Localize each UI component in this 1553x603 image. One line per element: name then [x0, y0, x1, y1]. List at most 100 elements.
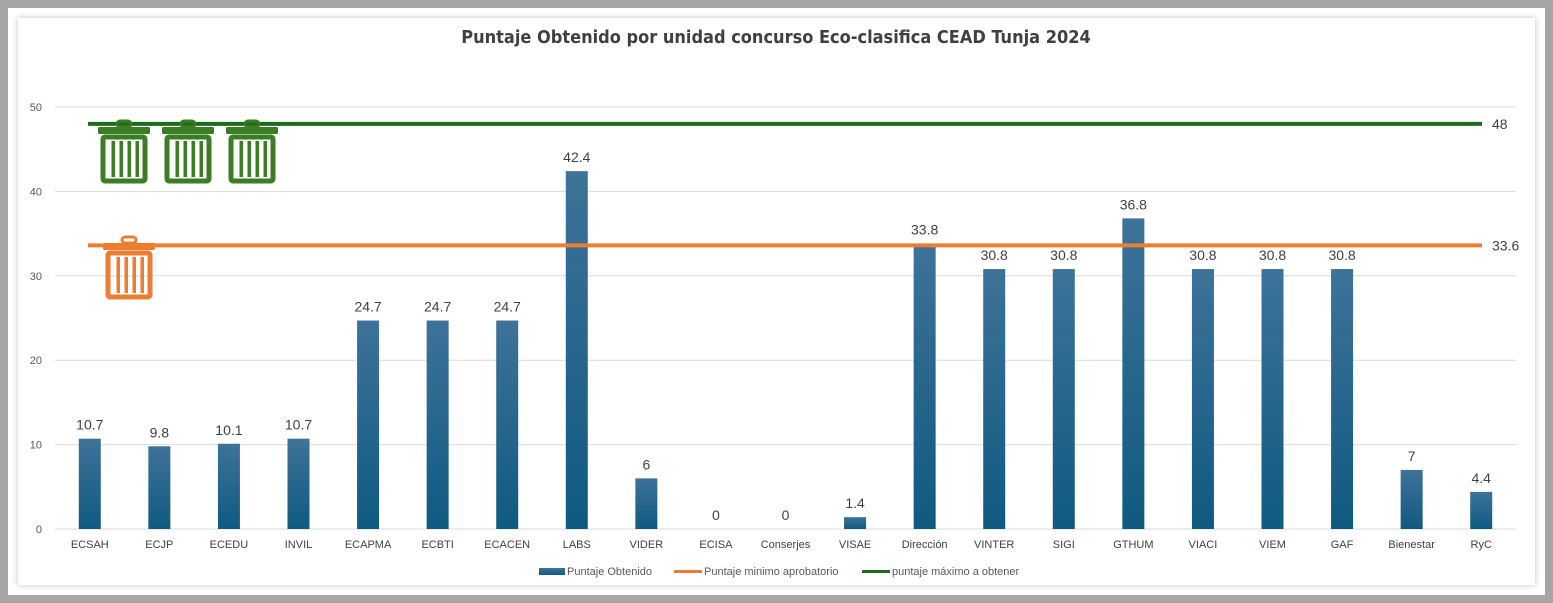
category-labels: ECSAH ECJP ECEDU INVIL ECAPMA ECBTI ECACEN LABS…: [71, 539, 1492, 551]
bar: [148, 446, 171, 529]
category-label: VIACI: [1189, 539, 1218, 551]
orange-trash-can-icon: [103, 235, 155, 300]
trash-body: [105, 250, 153, 300]
data-label: 30.8: [1050, 247, 1077, 263]
trash-slat: [263, 141, 267, 177]
bar: [1191, 269, 1214, 529]
y-tick-label: 10: [30, 440, 42, 452]
y-tick-label: 50: [30, 102, 42, 114]
y-tick-label: 30: [30, 271, 42, 283]
trash-body: [164, 134, 212, 184]
category-label: VISAE: [839, 539, 871, 551]
category-label: Conserjes: [761, 539, 811, 551]
trash-slat: [255, 141, 259, 177]
bar: [217, 443, 240, 529]
trash-slat: [199, 141, 203, 177]
trash-handle: [120, 235, 138, 245]
legend-label: puntaje máximo a obtener: [892, 566, 1020, 578]
bar: [844, 517, 867, 529]
data-label: 30.8: [1328, 247, 1355, 263]
bar: [357, 320, 380, 529]
data-label: 7: [1408, 448, 1416, 464]
category-label: GAF: [1331, 539, 1354, 551]
trash-slat: [175, 141, 179, 177]
bar: [287, 438, 310, 529]
legend-label: Puntaje Obtenido: [567, 566, 652, 578]
bars: [78, 171, 1493, 530]
legend-swatch-bar: [539, 568, 565, 575]
y-axis-ticks: 0 10 20 30 40 50: [30, 102, 42, 536]
data-label: 36.8: [1120, 196, 1147, 212]
category-label: VINTER: [974, 539, 1014, 551]
data-label: 30.8: [1189, 247, 1216, 263]
category-label: ECBTI: [421, 539, 453, 551]
trash-icons: [98, 119, 278, 300]
data-label: 0: [712, 507, 720, 523]
trash-lid: [162, 127, 214, 134]
data-label: 30.8: [981, 247, 1008, 263]
bar: [913, 243, 936, 529]
trash-slat: [247, 141, 251, 177]
data-label: 10.1: [215, 422, 242, 438]
category-label: ECSAH: [71, 539, 109, 551]
trash-slat: [191, 141, 195, 177]
category-label: ECAPMA: [345, 539, 392, 551]
reference-line-label: 48: [1492, 116, 1508, 132]
y-tick-label: 40: [30, 186, 42, 198]
legend: Puntaje Obtenido Puntaje minimo aprobator…: [539, 566, 1020, 578]
category-label: Bienestar: [1388, 539, 1435, 551]
data-label: 24.7: [494, 299, 521, 315]
trash-slat: [127, 141, 131, 177]
trash-slat: [132, 257, 136, 293]
category-label: VIEM: [1259, 539, 1286, 551]
bar: [496, 320, 519, 529]
y-tick-label: 20: [30, 355, 42, 367]
category-label: RyC: [1471, 539, 1492, 551]
data-label: 33.8: [911, 222, 938, 238]
trash-slat: [140, 257, 144, 293]
trash-body: [228, 134, 276, 184]
reference-line-label: 33.6: [1492, 237, 1519, 253]
category-label: VIDER: [630, 539, 664, 551]
bar: [78, 438, 101, 529]
bar: [635, 478, 658, 529]
data-label: 9.8: [150, 424, 170, 440]
trash-slat: [119, 141, 123, 177]
green-trash-can-icon: [162, 119, 214, 184]
bar: [1261, 269, 1284, 529]
trash-slat: [124, 257, 128, 293]
trash-slat: [111, 141, 115, 177]
category-label: ECEDU: [210, 539, 249, 551]
trash-lid: [103, 243, 155, 250]
data-labels: 10.7 9.8 10.1 10.7 24.7 24.7 24.7 42.4 6 0 0 1.4 33.…: [76, 149, 1491, 523]
trash-body: [100, 134, 148, 184]
green-trash-can-icon: [98, 119, 150, 184]
bar: [1122, 218, 1145, 529]
category-label: ECACEN: [484, 539, 530, 551]
trash-slat: [116, 257, 120, 293]
bar: [565, 171, 588, 530]
trash-slat: [239, 141, 243, 177]
category-label: ECISA: [699, 539, 733, 551]
bar: [983, 269, 1006, 529]
data-label: 0: [782, 507, 790, 523]
bar: [1400, 469, 1423, 529]
trash-slat: [135, 141, 139, 177]
trash-slat: [183, 141, 187, 177]
trash-lid: [226, 127, 278, 134]
bar: [1052, 269, 1075, 529]
category-label: LABS: [563, 539, 591, 551]
data-label: 30.8: [1259, 247, 1286, 263]
category-label: GTHUM: [1113, 539, 1153, 551]
category-label: ECJP: [145, 539, 173, 551]
y-tick-label: 0: [36, 524, 42, 536]
category-label: SIGI: [1053, 539, 1075, 551]
green-trash-can-icon: [226, 119, 278, 184]
legend-label: Puntaje minimo aprobatorio: [704, 566, 839, 578]
data-label: 10.7: [285, 417, 312, 433]
data-label: 24.7: [424, 299, 451, 315]
reference-lines: 33.6 48: [88, 116, 1519, 253]
data-label: 1.4: [845, 495, 865, 511]
